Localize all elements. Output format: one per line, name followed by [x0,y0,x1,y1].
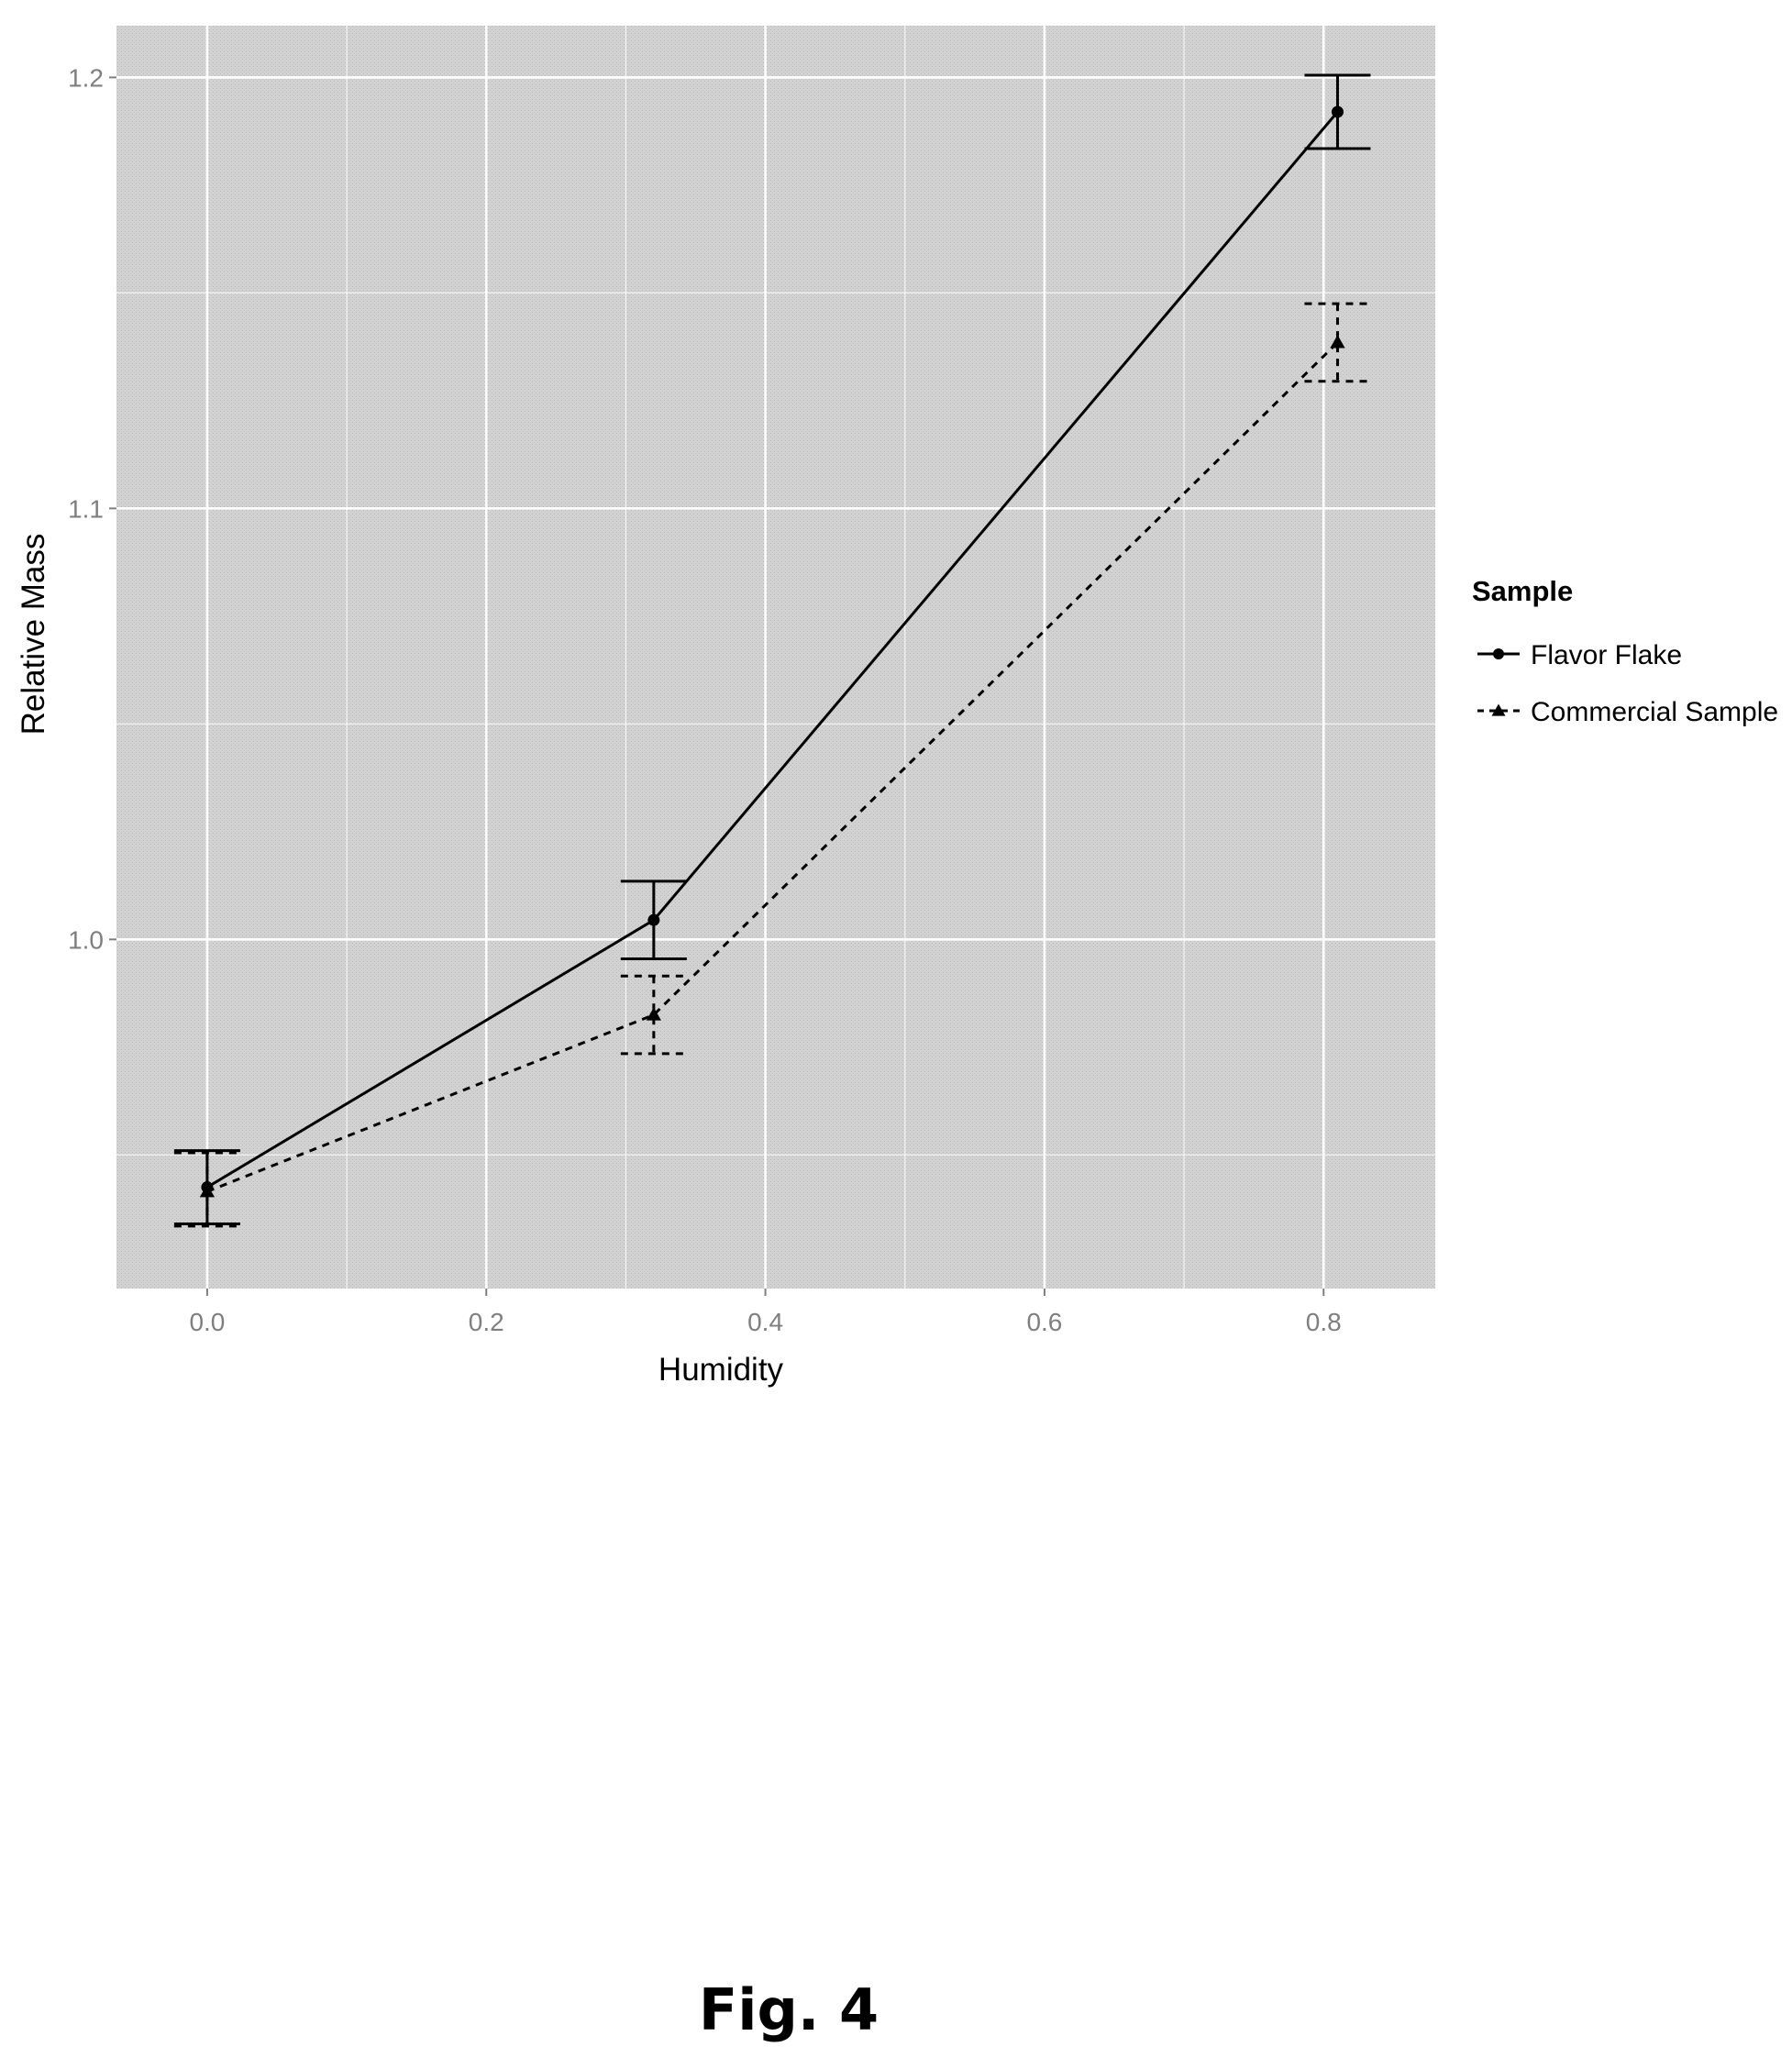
series-layer [173,73,1371,1228]
data-point-circle [1331,105,1344,118]
x-tick-label: 0.6 [1026,1308,1062,1336]
legend-marker-circle [1493,648,1504,659]
legend-marker-triangle [1491,703,1506,716]
y-axis-label: Relative Mass [16,534,51,736]
legend-item-label: Commercial Sample [1531,697,1778,727]
x-axis-label: Humidity [658,1352,784,1388]
error-bar [620,974,687,1056]
y-tick-label: 1.0 [68,925,104,954]
x-tick-label: 0.0 [189,1308,225,1336]
x-tick-label: 0.2 [469,1308,504,1336]
series-1 [173,302,1371,1228]
y-tick-label: 1.1 [68,494,104,523]
plot-panel [116,26,1435,1289]
legend-key [1477,648,1520,659]
error-bar [173,1151,240,1228]
legend: Sample Flavor Flake Commercial Sample [1472,575,1778,727]
figure-caption: Fig. 4 [698,1976,879,2043]
legend-item-label: Flavor Flake [1531,640,1682,670]
data-point-circle [647,913,660,926]
data-point-triangle [646,1007,661,1021]
data-point-triangle [1330,335,1345,349]
grid-lines [116,26,1435,1289]
error-bar [1304,302,1371,383]
series-line [206,341,1339,1193]
data-point-triangle [199,1184,216,1198]
axis-ticks: 0.0 0.2 0.4 0.6 0.8 1.0 1.1 1.2 [68,63,1342,1336]
x-tick-label: 0.4 [747,1308,783,1336]
legend-title: Sample [1472,575,1573,607]
y-tick-label: 1.2 [68,63,104,92]
legend-key [1477,703,1520,716]
x-tick-label: 0.8 [1306,1308,1342,1336]
